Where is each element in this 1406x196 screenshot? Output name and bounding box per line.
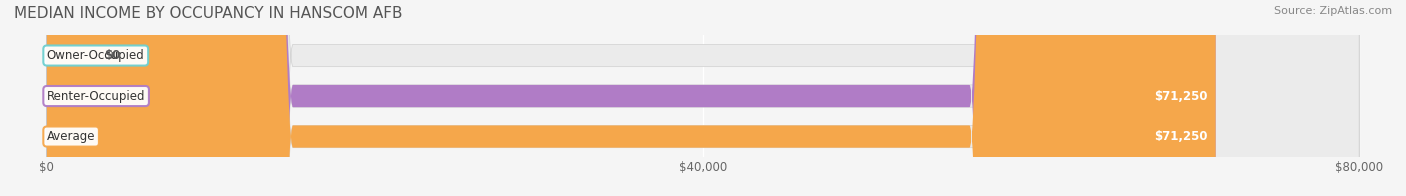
Text: Renter-Occupied: Renter-Occupied: [46, 90, 145, 103]
Text: $71,250: $71,250: [1154, 90, 1208, 103]
FancyBboxPatch shape: [46, 0, 1216, 196]
FancyBboxPatch shape: [46, 0, 1216, 196]
Text: Average: Average: [46, 130, 96, 143]
FancyBboxPatch shape: [46, 0, 1360, 196]
Text: Source: ZipAtlas.com: Source: ZipAtlas.com: [1274, 6, 1392, 16]
Text: Owner-Occupied: Owner-Occupied: [46, 49, 145, 62]
Text: MEDIAN INCOME BY OCCUPANCY IN HANSCOM AFB: MEDIAN INCOME BY OCCUPANCY IN HANSCOM AF…: [14, 6, 402, 21]
FancyBboxPatch shape: [46, 0, 1360, 196]
Text: $71,250: $71,250: [1154, 130, 1208, 143]
FancyBboxPatch shape: [46, 0, 89, 196]
Text: $0: $0: [104, 49, 121, 62]
FancyBboxPatch shape: [46, 0, 1360, 196]
